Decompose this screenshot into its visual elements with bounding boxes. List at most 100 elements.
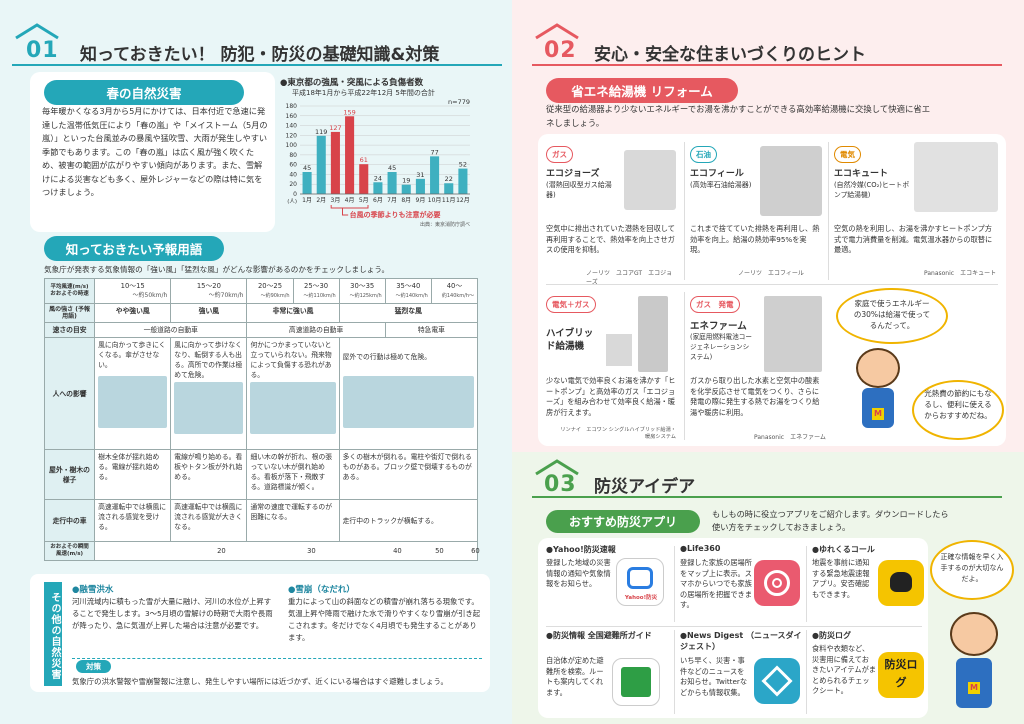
product-sub: (家庭用燃料電池コージェネレーションシステム) [690,333,752,361]
y-tick-label: 80 [289,152,297,159]
product-sub: (潜熱回収型ガス給湯器) [546,181,612,199]
speed-cell: 30〜35 〜約125km/h [338,278,386,304]
row-label-wind: 風の強さ (予報用語) [43,303,96,323]
bar-value-label: 45 [303,164,311,172]
other-disasters-label: その他の自然災害 [44,582,62,686]
app-desc: 地震を事前に通知する緊急地震速報アプリ。安否確認もできます。 [812,558,870,599]
bar-value-label: 31 [416,171,424,179]
bar-value-label: 159 [343,108,355,116]
product-name: エコキュート [834,169,889,179]
y-tick-label: 100 [286,142,298,149]
bosailog-app-icon[interactable]: 防災ログ [878,652,924,698]
yurekuru-app-icon[interactable] [878,560,924,606]
section3-title: 防災アイデア [594,477,696,497]
divider [684,292,685,440]
outdoor-cell: 電線が鳴り始める。看板やトタン板が外れ始める。 [170,449,248,500]
wind-cell: やや強い風 [94,303,172,323]
speech-bubble: 正確な情報を早く入手するのが大切なんだよ。 [930,540,1014,600]
car-cell: 走行中のトラックが横転する。 [338,499,479,542]
speech-bubble: 家庭で使うエネルギーの30%は給湯で使ってるんだって。 [836,288,948,344]
guide-cell: 高速道路の自動車 [246,322,386,338]
house-roof-icon [535,23,579,40]
product-desc: 空気の熱を利用し、お湯を沸かすヒートポンプ方式で電力消費量を削減。電気温水器から… [834,224,993,254]
injury-chart: ●東京都の強風・突風による負傷者数 平成18年1月から平成22年12月 5年間の… [280,76,480,236]
x-tick-label: 2月 [316,197,326,204]
app-yahoo: ●Yahoo!防災速報 登録した地域の災害情報の通知や気象情報をお知らせ。 Ya… [546,544,668,624]
y-tick-label: 20 [289,181,297,188]
bar [302,172,312,194]
bar-value-label: 61 [360,156,368,164]
app-name: ●ゆれくるコール [812,545,875,554]
instant-cell: 20 30 40 50 60 [94,541,480,561]
product-desc: ガスから取り出した水素と空気中の酸素を化学反応させて電気をつくり、さらに発電の際… [690,376,820,417]
app-bosailog: ●防災ログ 食料や衣類など、災害用に備えておきたいアイテムがまとめられるチェック… [812,630,926,716]
divider [72,658,482,659]
x-tick-label: 12月 [456,197,470,204]
section3-rule [532,496,1002,498]
chart-source: 出典：東京消防庁調べ [420,221,470,228]
row-label-guide: 速さの目安 [43,322,96,338]
y-tick-label: 0 [293,191,297,198]
divider [546,626,922,627]
gas-tag: ガス [546,146,573,163]
section2-rule [532,64,1002,66]
electric-gas-tag: 電気＋ガス [546,296,596,313]
eco-item-ecojozu: ガス エコジョーズ (潜熱回収型ガス給湯器) 空気中に排出されていた潜熱を回収し… [546,142,678,286]
app-name: ●Life360 [680,544,721,553]
life360-app-icon[interactable] [754,560,800,606]
section3-number: 03 [544,472,577,497]
product-credit: リンナイ エコワン シングルハイブリッド給湯・暖房システム [560,427,676,440]
section1-title: 知っておきたい！ 防犯・防災の基礎知識&対策 [80,45,440,65]
chart-subtitle: 平成18年1月から平成22年12月 5年間の合計 [292,89,435,97]
divider [684,142,685,280]
forecast-intro: 気象庁が発表する気象情報の「強い風」「猛烈な風」がどんな影響があるのかをチェック… [44,265,390,274]
instant-value: 30 [307,547,316,555]
section1-header: 01 知っておきたい！ 防犯・防災の基礎知識&対策 [12,22,502,66]
bar [430,156,440,194]
windy-illustration [174,382,244,434]
app-life360: ●Life360 登録した家族の居場所をマップ上に表示。スマホからいつでも家族の… [680,544,800,624]
newsdigest-app-icon[interactable] [754,658,800,704]
fuel-cell-image [764,296,822,372]
bar-value-label: 22 [445,175,453,183]
outdoor-unit-image [606,334,632,366]
evacuation-app-icon[interactable] [612,658,660,706]
speed-cell: 15〜20 〜約70km/h [170,278,248,304]
eco-item-ecofeel: 石油 エコフィール (高効率石油給湯器) これまで捨てていた排熱を再利用し、熱効… [690,142,824,282]
yahoo-app-icon[interactable]: Yahoo!防災 [616,558,664,606]
app-name: ●防災情報 全国避難所ガイド [546,631,652,640]
water-heater-image [624,150,676,210]
section3-header: 03 防災アイデア [532,458,1012,498]
app-name: ●News Digest （ニュースダイジェスト） [680,631,802,651]
x-tick-label: 3月 [331,197,341,204]
outdoor-cell: 樹木全体が揺れ始める。電線が揺れ始める。 [94,449,172,500]
speed-cell: 25〜30 〜約110km/h [292,278,340,304]
row-label-car: 走行中の車 [43,499,96,542]
x-tick-label: 11月 [442,197,456,204]
section2-title: 安心・安全な住まいづくりのヒント [594,45,866,65]
app-newsdigest: ●News Digest （ニュースダイジェスト） いち早く、災害・事件などのニ… [680,630,804,716]
outdoor-cell: 細い木の幹が折れ、根の張っていない木が倒れ始める。看板が落下・飛散する。道路標識… [246,449,340,500]
product-name: エコジョーズ [546,169,600,179]
y-tick-label: 180 [286,103,298,110]
section2-number: 02 [544,38,577,63]
product-name: ハイブリッド給湯機 [546,328,594,352]
tank-image [638,296,668,372]
car-cell: 通常の速度で運転するのが困難になる。 [246,499,340,542]
heat-pump-image [914,142,998,212]
house-roof-icon [535,459,579,476]
apps-heading: おすすめ防災アプリ [546,510,700,533]
x-tick-label: 6月 [373,197,383,204]
divider [828,142,829,280]
section1-rule [12,64,502,66]
measure-tag: 対策 [76,660,111,673]
bar [345,116,355,194]
x-tick-label: 8月 [401,197,411,204]
y-unit: (人) [287,198,297,205]
spring-body: 毎年暖かくなる3月から5月にかけては、日本付近で急速に発達した温帯低気圧により「… [42,106,268,197]
measure-text: 気象庁の洪水警報や雪崩警報に注意し、発生しやすい場所には近づかず、近くにいる場合… [72,677,448,686]
row-label-instant: おおよその瞬間風速(m/s) [43,541,96,561]
chart-n: n=779 [448,98,470,106]
water-heater-image [760,146,822,216]
bar-value-label: 77 [430,148,438,156]
